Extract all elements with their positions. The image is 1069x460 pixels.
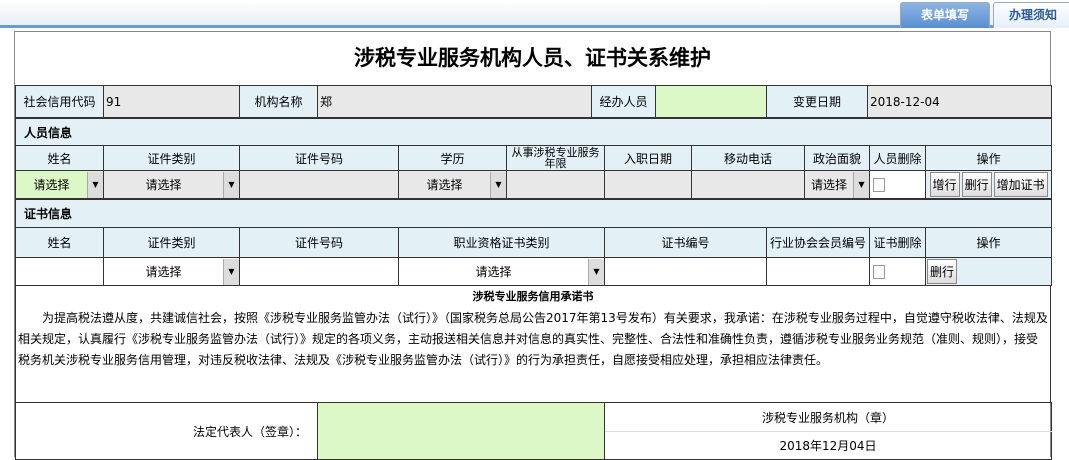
cert-delete-checkbox[interactable] (873, 264, 885, 279)
signature-date: 2018年12月04日 (604, 431, 1052, 460)
col-political: 政治面貌 (804, 145, 870, 171)
dropdown-arrow-icon: ▼ (853, 171, 869, 198)
credit-code-label: 社会信用代码 (15, 85, 104, 118)
political-select-value: 请选择 (810, 178, 847, 192)
id-number-field[interactable] (239, 170, 399, 199)
dropdown-arrow-icon: ▼ (223, 258, 239, 285)
org-name-label: 机构名称 (239, 85, 318, 118)
education-select[interactable]: 请选择 ▼ (400, 171, 506, 198)
promise-section: 涉税专业服务信用承诺书 为提高税法遵从度，共建诚信社会，按照《涉税专业服务监管办… (15, 286, 1051, 402)
cert-col-delete: 证书删除 (869, 227, 926, 258)
education-select-value: 请选择 (426, 178, 463, 192)
personnel-table: 人员信息 姓名 证件类别 证件号码 学历 从事涉税专业服务年限 入职日期 移动电… (14, 118, 1053, 199)
col-operation: 操作 (924, 145, 1053, 171)
col-service-years: 从事涉税专业服务年限 (506, 145, 605, 171)
add-row-button[interactable]: 增行 (929, 172, 960, 197)
cert-number-field[interactable] (604, 257, 767, 286)
cert-col-member-number: 行业协会会员编号 (766, 227, 870, 258)
tab-form-fill[interactable]: 表单填写 (900, 2, 990, 28)
change-date-label: 变更日期 (766, 85, 868, 118)
signature-table: 法定代表人（签章）： 涉税专业服务机构（章） 2018年12月04日 (15, 402, 1052, 460)
cert-col-id-number: 证件号码 (239, 227, 399, 258)
mobile-field[interactable] (691, 170, 805, 199)
legal-rep-signature-field[interactable] (317, 402, 605, 460)
cert-delete-row-button[interactable]: 删行 (927, 259, 958, 284)
delete-row-button[interactable]: 删行 (961, 172, 992, 197)
cert-col-name: 姓名 (15, 227, 104, 258)
handler-label: 经办人员 (591, 85, 656, 118)
page-title: 涉税专业服务机构人员、证书关系维护 (354, 46, 711, 70)
col-id-number: 证件号码 (239, 145, 399, 171)
cert-type-value: 请选择 (475, 265, 512, 279)
col-education: 学历 (398, 145, 507, 171)
hire-date-field[interactable] (604, 170, 692, 199)
cert-col-cert-type: 职业资格证书类别 (398, 227, 605, 258)
cert-col-id-type: 证件类别 (103, 227, 240, 258)
org-seal-label: 涉税专业服务机构（章） (604, 402, 1052, 432)
cert-id-type-select[interactable]: 请选择 ▼ (105, 258, 239, 285)
org-name-field[interactable]: 郑 (317, 85, 592, 118)
top-bar (0, 0, 1069, 28)
id-type-select-value: 请选择 (145, 178, 182, 192)
header-table: 社会信用代码 91 机构名称 郑 经办人员 变更日期 2018-12-04 (15, 85, 1052, 118)
form-panel: 涉税专业服务机构人员、证书关系维护 社会信用代码 91 机构名称 郑 经办人员 … (14, 31, 1053, 460)
cert-col-cert-number: 证书编号 (604, 227, 767, 258)
change-date-field[interactable]: 2018-12-04 (867, 85, 1052, 118)
credit-code-field[interactable]: 91 (103, 85, 240, 118)
cert-id-number-field[interactable] (239, 257, 399, 286)
tab-instructions[interactable]: 办理须知 (993, 2, 1069, 28)
cert-col-operation: 操作 (924, 227, 1053, 258)
col-id-type: 证件类别 (103, 145, 240, 171)
cert-name-field[interactable] (15, 257, 104, 286)
dropdown-arrow-icon: ▼ (223, 171, 239, 198)
member-number-field[interactable] (766, 257, 870, 286)
promise-title: 涉税专业服务信用承诺书 (15, 286, 1051, 306)
political-select[interactable]: 请选择 ▼ (806, 171, 869, 198)
cert-type-select[interactable]: 请选择 ▼ (400, 258, 604, 285)
service-years-field[interactable] (506, 170, 605, 199)
col-person-delete: 人员删除 (869, 145, 926, 171)
dropdown-arrow-icon: ▼ (490, 171, 506, 198)
handler-field[interactable] (655, 85, 767, 118)
dropdown-arrow-icon: ▼ (588, 258, 604, 285)
add-certificate-button[interactable]: 增加证书 (993, 172, 1048, 197)
certificate-section-title: 证书信息 (14, 199, 1053, 228)
person-delete-checkbox[interactable] (873, 177, 885, 192)
col-hire-date: 入职日期 (604, 145, 692, 171)
id-type-select[interactable]: 请选择 ▼ (105, 171, 239, 198)
col-name: 姓名 (15, 145, 104, 171)
dropdown-arrow-icon: ▼ (87, 171, 103, 198)
certificate-table: 证书信息 姓名 证件类别 证件号码 职业资格证书类别 证书编号 行业协会会员编号… (14, 199, 1053, 286)
name-select[interactable]: 请选择 ▼ (17, 171, 103, 198)
legal-rep-label: 法定代表人（签章）： (15, 402, 318, 460)
name-select-value: 请选择 (33, 178, 70, 192)
cert-id-type-value: 请选择 (145, 265, 182, 279)
promise-text: 为提高税法遵从度，共建诚信社会，按照《涉税专业服务监管办法（试行）》（国家税务总… (15, 306, 1051, 402)
personnel-section-title: 人员信息 (14, 118, 1053, 146)
col-mobile: 移动电话 (691, 145, 805, 171)
